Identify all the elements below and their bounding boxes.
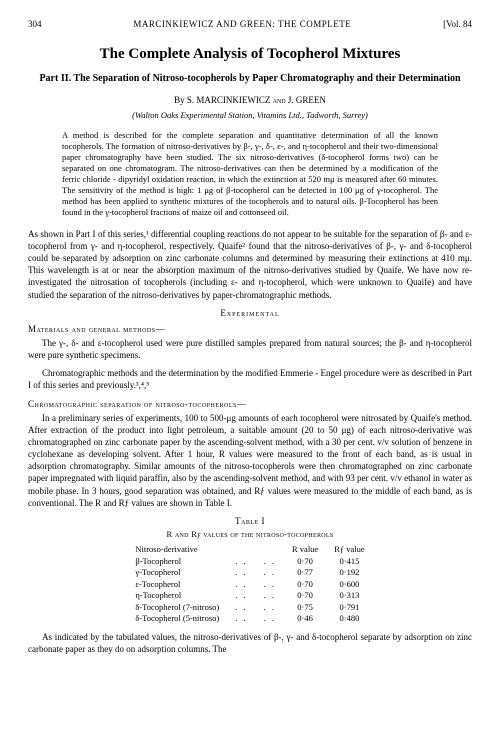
materials-p2: Chromatographic methods and the determin… <box>28 367 472 391</box>
cell-r: 0·46 <box>284 613 326 624</box>
table-title: R and Rƒ values of the nitroso-tocophero… <box>28 529 472 540</box>
cell-r: 0·75 <box>284 602 326 613</box>
cell-dots: . . <box>256 567 284 578</box>
col-r: R value <box>284 544 326 555</box>
table-row: δ-Tocopherol (5-nitroso) . . . . 0·46 0·… <box>127 613 372 624</box>
running-header: 304 MARCINKIEWICZ AND GREEN: THE COMPLET… <box>28 18 472 30</box>
cell-r: 0·70 <box>284 579 326 590</box>
cell-dots: . . <box>227 556 255 567</box>
cell-r: 0·70 <box>284 556 326 567</box>
cell-rf: 0·415 <box>326 556 372 567</box>
cell-dots: . . <box>227 579 255 590</box>
cell-dots: . . <box>227 567 255 578</box>
cell-name: ε-Tocopherol <box>127 579 227 590</box>
table-row: ε-Tocopherol . . . . 0·70 0·600 <box>127 579 372 590</box>
cell-name: δ-Tocopherol (5-nitroso) <box>127 613 227 624</box>
cell-rf: 0·192 <box>326 567 372 578</box>
article-subtitle: Part II. The Separation of Nitroso-tocop… <box>28 72 472 86</box>
volume-label: [Vol. 84 <box>443 18 472 30</box>
article-title: The Complete Analysis of Tocopherol Mixt… <box>28 44 472 64</box>
cell-dots: . . <box>256 602 284 613</box>
cell-rf: 0·600 <box>326 579 372 590</box>
running-title: MARCINKIEWICZ AND GREEN: THE COMPLETE <box>42 18 444 30</box>
cell-rf: 0·313 <box>326 590 372 601</box>
cell-name: η-Tocopherol <box>127 590 227 601</box>
nitroso-table: Nitroso-derivative R value Rƒ value β-To… <box>127 544 372 624</box>
cell-dots: . . <box>256 613 284 624</box>
experimental-heading: Experimental <box>28 307 472 319</box>
abstract: A method is described for the complete s… <box>62 130 438 218</box>
cell-dots: . . <box>227 602 255 613</box>
table-row: η-Tocopherol . . . . 0·70 0·313 <box>127 590 372 601</box>
by-prefix: By <box>174 95 187 105</box>
author-names: S. MARCINKIEWICZ and J. GREEN <box>187 95 326 105</box>
table-caption: Table I <box>28 515 472 527</box>
cell-name: β-Tocopherol <box>127 556 227 567</box>
cell-r: 0·77 <box>284 567 326 578</box>
col-rf: Rƒ value <box>326 544 372 555</box>
table-row: δ-Tocopherol (7-nitroso) . . . . 0·75 0·… <box>127 602 372 613</box>
materials-heading: Materials and general methods— <box>28 323 472 335</box>
page-number: 304 <box>28 18 42 30</box>
cell-dots: . . <box>256 579 284 590</box>
materials-p1: The γ-, δ- and ε-tocopherol used were pu… <box>28 337 472 361</box>
cell-rf: 0·480 <box>326 613 372 624</box>
cell-r: 0·70 <box>284 590 326 601</box>
cell-name: γ-Tocopherol <box>127 567 227 578</box>
cell-dots: . . <box>256 556 284 567</box>
table-row: β-Tocopherol . . . . 0·70 0·415 <box>127 556 372 567</box>
table-row: γ-Tocopherol . . . . 0·77 0·192 <box>127 567 372 578</box>
affiliation: (Walton Oaks Experimental Station, Vitam… <box>28 110 472 121</box>
col-derivative: Nitroso-derivative <box>127 544 227 555</box>
intro-paragraph: As shown in Part I of this series,¹ diff… <box>28 228 472 301</box>
authors-line: By S. MARCINKIEWICZ and J. GREEN <box>28 94 472 106</box>
cell-rf: 0·791 <box>326 602 372 613</box>
cell-dots: . . <box>227 590 255 601</box>
chrom-paragraph: In a preliminary series of experiments, … <box>28 412 472 509</box>
cell-dots: . . <box>227 613 255 624</box>
tail-paragraph: As indicated by the tabulated values, th… <box>28 631 472 655</box>
cell-dots: . . <box>256 590 284 601</box>
table-header-row: Nitroso-derivative R value Rƒ value <box>127 544 372 555</box>
cell-name: δ-Tocopherol (7-nitroso) <box>127 602 227 613</box>
chrom-sep-heading: Chromatographic separation of nitroso-to… <box>28 398 472 410</box>
